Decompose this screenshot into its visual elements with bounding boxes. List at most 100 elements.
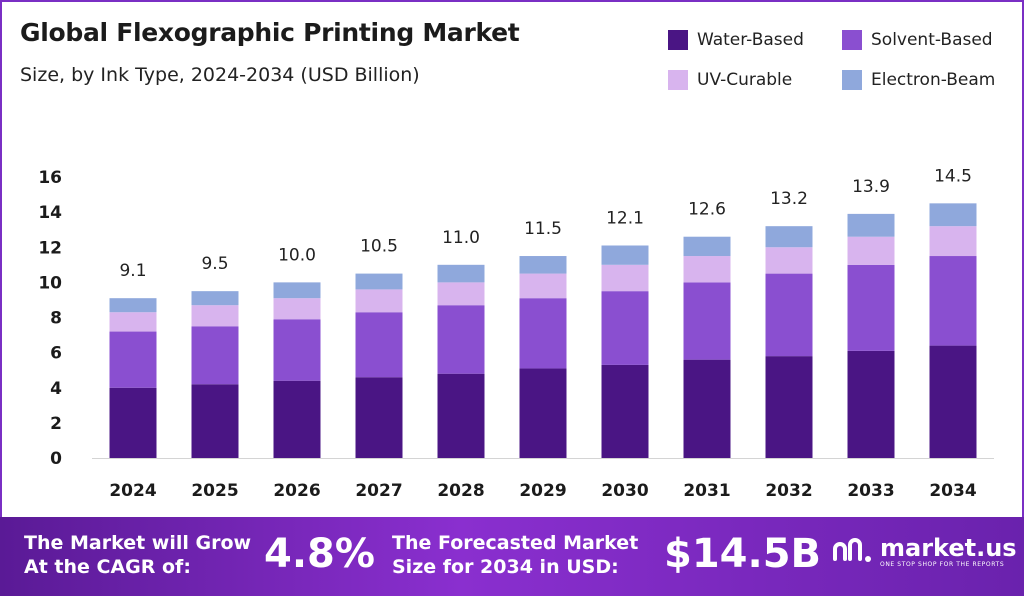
x-tick-label-2027: 2027 [355,481,402,501]
legend-swatch-solvent-based [842,30,862,50]
legend-swatch-electron-beam [842,70,862,90]
legend-swatch-water-based [668,30,688,50]
bar-segment-water-based-2029 [519,368,567,458]
total-label-2034: 14.5 [934,166,972,186]
bar-segment-solvent-based-2031 [683,282,731,360]
bar-segment-uv-curable-2025 [191,305,239,327]
y-tick-label: 10 [38,273,62,293]
x-tick-label-2024: 2024 [109,481,156,501]
bar-segment-electron-beam-2026 [273,282,321,299]
bar-segment-solvent-based-2026 [273,319,321,381]
bar-segment-electron-beam-2025 [191,291,239,306]
legend-label-solvent-based: Solvent-Based [871,30,993,50]
bar-segment-uv-curable-2029 [519,273,567,299]
bar-segment-electron-beam-2027 [355,273,403,290]
bar-segment-water-based-2031 [683,359,731,458]
total-label-2026: 10.0 [278,245,316,265]
bar-segment-electron-beam-2030 [601,245,649,265]
bar-segment-solvent-based-2024 [109,331,157,388]
total-label-2027: 10.5 [360,237,398,257]
bar-segment-solvent-based-2025 [191,326,239,385]
bar-segment-water-based-2030 [601,364,649,458]
forecast-label-line2: Size for 2034 in USD: [392,556,619,578]
cagr-label: The Market will Grow At the CAGR of: [24,531,251,579]
y-tick-label: 16 [38,168,62,188]
bar-segment-solvent-based-2032 [765,273,813,357]
bar-segment-water-based-2024 [109,387,157,458]
bar-segment-uv-curable-2034 [929,226,977,257]
brand-logo: market.us ONE STOP SHOP FOR THE REPORTS [832,535,1017,569]
x-tick-label-2032: 2032 [765,481,812,501]
bar-segment-water-based-2027 [355,377,403,458]
legend-item-solvent-based: Solvent-Based [842,30,993,50]
total-label-2025: 9.5 [201,254,228,274]
x-tick-label-2026: 2026 [273,481,320,501]
x-tick-label-2030: 2030 [601,481,648,501]
bar-segment-water-based-2033 [847,350,895,458]
brand-tagline: ONE STOP SHOP FOR THE REPORTS [880,561,1005,568]
total-label-2024: 9.1 [119,261,146,281]
market-us-logo-icon [833,538,871,562]
bar-segment-electron-beam-2031 [683,236,731,257]
legend-item-electron-beam: Electron-Beam [842,70,995,90]
bar-segment-water-based-2025 [191,384,239,458]
bar-segment-uv-curable-2030 [601,264,649,292]
bar-segment-water-based-2026 [273,380,321,458]
chart-subtitle: Size, by Ink Type, 2024-2034 (USD Billio… [20,64,420,86]
bar-segment-solvent-based-2034 [929,256,977,346]
bar-segment-water-based-2032 [765,356,813,458]
bar-segment-uv-curable-2028 [437,282,485,306]
x-tick-label-2033: 2033 [847,481,894,501]
y-tick-label: 2 [50,414,62,434]
bar-segment-solvent-based-2030 [601,291,649,365]
summary-banner: The Market will Grow At the CAGR of: 4.8… [0,517,1024,596]
cagr-label-line2: At the CAGR of: [24,556,191,578]
bar-segment-electron-beam-2029 [519,256,567,274]
legend: Water-Based Solvent-Based UV-Curable Ele… [0,0,1024,110]
total-label-2031: 12.6 [688,200,726,220]
bar-segment-solvent-based-2033 [847,264,895,351]
bar-segment-solvent-based-2029 [519,298,567,369]
total-label-2033: 13.9 [852,177,890,197]
brand-name: market.us [880,534,1017,562]
bar-segment-electron-beam-2034 [929,203,977,227]
x-tick-label-2034: 2034 [929,481,976,501]
legend-label-water-based: Water-Based [697,30,804,50]
forecast-label: The Forecasted Market Size for 2034 in U… [392,531,638,579]
total-label-2028: 11.0 [442,228,480,248]
y-tick-label: 8 [50,309,62,329]
total-label-2032: 13.2 [770,189,808,209]
x-tick-label-2025: 2025 [191,481,238,501]
stacked-bar-chart: 0 2 4 6 8 10 12 14 16 9.1 2024 9.5 2025 10.0 2026 10.5 2… [38,166,994,501]
bar-segment-uv-curable-2033 [847,236,895,265]
bar-segment-uv-curable-2032 [765,247,813,274]
y-tick-label: 4 [50,379,62,399]
x-tick-label-2029: 2029 [519,481,566,501]
forecast-label-line1: The Forecasted Market [392,532,639,554]
legend-label-electron-beam: Electron-Beam [871,70,996,90]
y-tick-label: 6 [50,344,62,364]
bar-segment-electron-beam-2032 [765,226,813,248]
bar-segment-uv-curable-2027 [355,289,403,313]
y-tick-label: 12 [38,238,62,258]
bar-segment-electron-beam-2033 [847,213,895,237]
bar-segment-uv-curable-2026 [273,298,321,320]
cagr-value: 4.8% [264,531,375,577]
bar-segment-solvent-based-2028 [437,305,485,374]
legend-swatch-uv-curable [668,70,688,90]
x-tick-label-2028: 2028 [437,481,484,501]
bar-segment-electron-beam-2024 [109,298,157,313]
chart-title: Global Flexographic Printing Market [20,18,520,47]
legend-item-uv-curable: UV-Curable [668,70,792,90]
cagr-label-line1: The Market will Grow [24,532,252,554]
total-label-2029: 11.5 [524,219,562,239]
bar-segment-water-based-2034 [929,345,977,458]
bar-segment-electron-beam-2028 [437,264,485,283]
y-tick-label: 0 [50,449,62,469]
bar-segment-water-based-2028 [437,373,485,458]
y-tick-label: 14 [38,203,62,223]
bar-segment-uv-curable-2031 [683,256,731,283]
forecast-value: $14.5B [664,531,822,577]
bar-segment-solvent-based-2027 [355,312,403,378]
